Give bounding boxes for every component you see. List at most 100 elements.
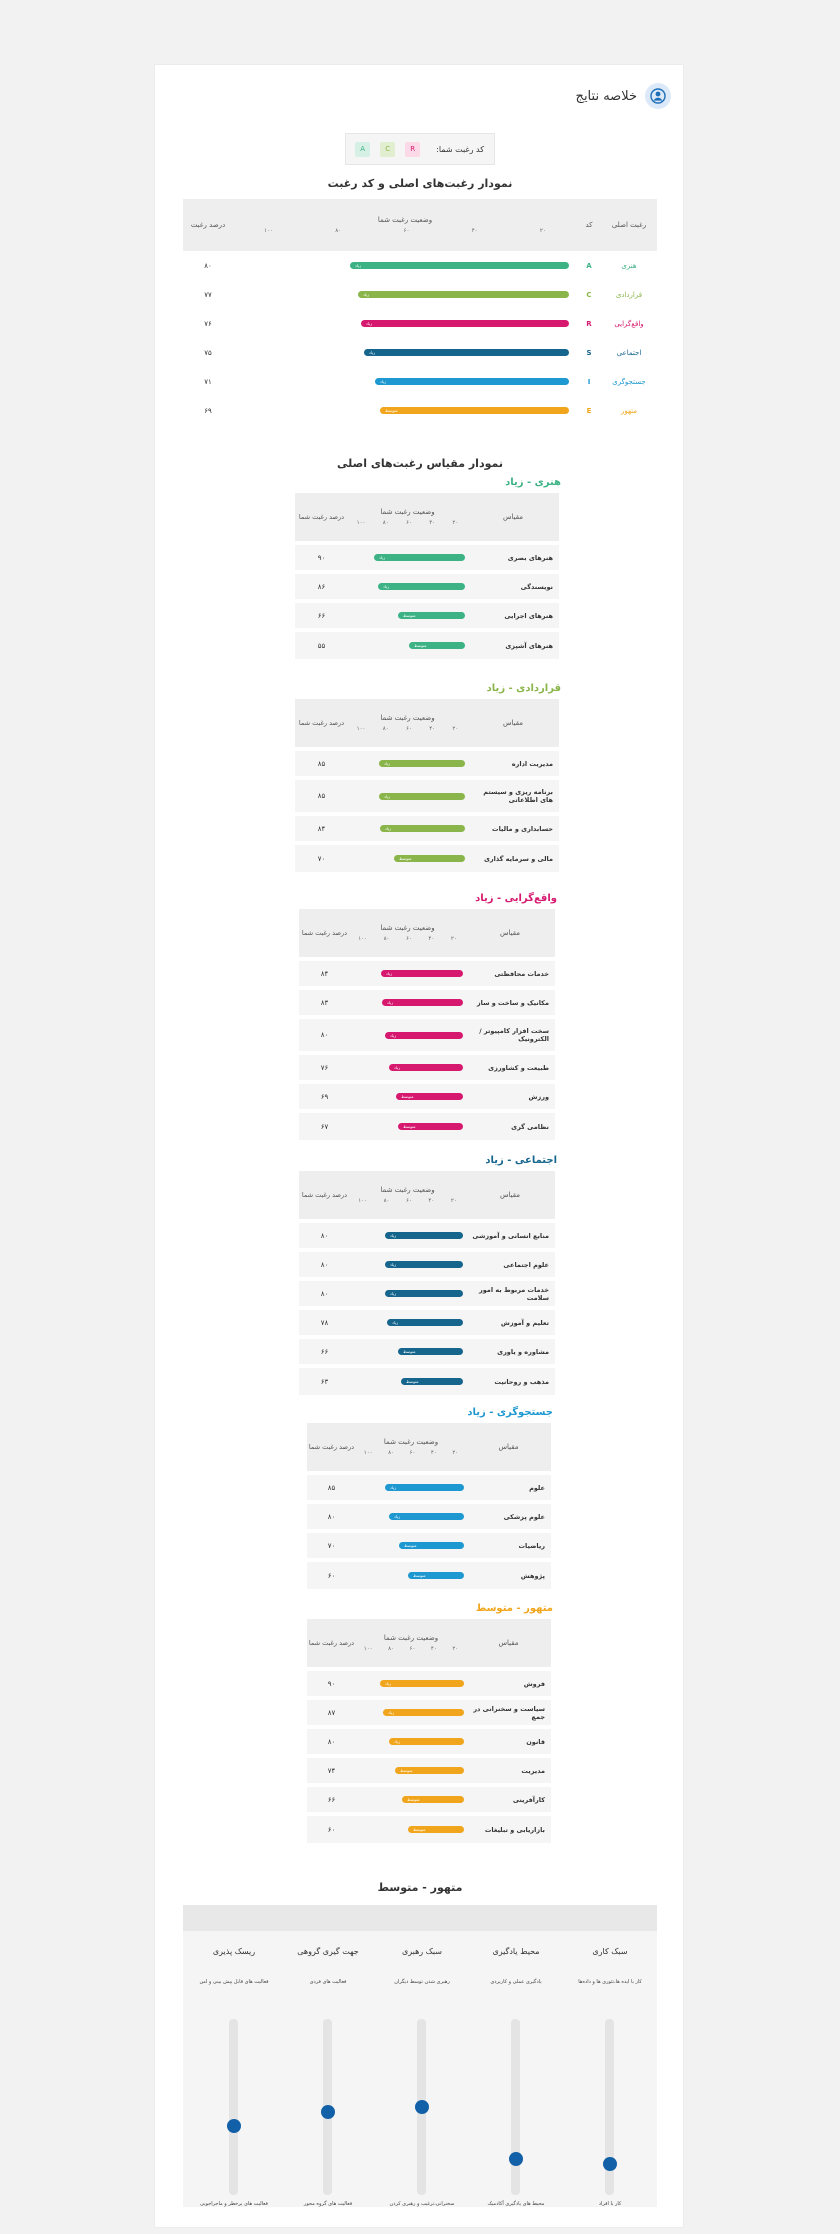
scale-name: نظامی گری xyxy=(465,1111,555,1140)
scale-bar: زیاد xyxy=(385,1484,464,1491)
tick-label: ۱۰۰ xyxy=(363,1646,373,1652)
scale-name: مشاوره و یاوری xyxy=(465,1337,555,1366)
scale-table: مقیاس وضعیت رغبت شما ۱۰۰ ۸۰ ۶۰ ۴۰ ۲۰ درصد رغبت … xyxy=(307,1619,551,1843)
interest-bar-cell: زیاد xyxy=(233,338,577,367)
scale-group-title: جستجوگری - زیاد xyxy=(467,1407,553,1418)
scale-row: علوم پزشکی زیاد ۸۰ xyxy=(307,1502,551,1531)
tick-label: ۲۰ xyxy=(450,936,457,942)
interest-bar-cell: زیاد xyxy=(233,367,577,396)
scale-row: بازاریابی و تبلیغات متوسط ۶۰ xyxy=(307,1814,551,1843)
scale-name: علوم پزشکی xyxy=(466,1502,551,1531)
style-low-label: فعالیت های پرخطر و ماجراجویی xyxy=(200,2201,268,2207)
col-percent-header: درصد رغبت شما xyxy=(299,909,350,959)
bar-level-label: متوسط xyxy=(414,643,427,648)
tick-label: ۲۰ xyxy=(452,1646,459,1652)
tick-label: ۶۰ xyxy=(406,936,412,942)
interest-name: جستجوگری xyxy=(612,377,646,386)
scale-group-title: متهور - متوسط xyxy=(475,1603,553,1614)
scale-name: حسابداری و مالیات xyxy=(467,814,559,843)
bar-level-label: متوسط xyxy=(406,1379,419,1384)
bar-level-label: متوسط xyxy=(413,1573,426,1578)
scale-name: مکانیک و ساخت و ساز xyxy=(465,988,555,1017)
style-high-label: فعالیت های فردی xyxy=(309,1979,347,1985)
col-status-header: وضعیت رغبت شما ۱۰۰ ۸۰ ۶۰ ۴۰ ۲۰ xyxy=(348,493,467,543)
interest-bar: زیاد xyxy=(358,291,569,298)
interest-row: هنری A زیاد ۸۰ xyxy=(183,251,657,280)
scale-bar: زیاد xyxy=(382,999,463,1006)
scale-bar-cell: زیاد xyxy=(348,749,467,778)
interest-bar: متوسط xyxy=(380,407,569,414)
style-column: محیط یادگیری یادگیری عملی و کاربردی محیط ه… xyxy=(469,1931,563,2207)
scale-bar-cell: زیاد xyxy=(348,572,467,601)
tick-label: ۸۰ xyxy=(388,1646,395,1652)
interest-row: اجتماعی S زیاد ۷۵ xyxy=(183,338,657,367)
bar-level-label: زیاد xyxy=(390,1262,397,1267)
scale-name: خدمات مربوط به امور سلامت xyxy=(465,1279,555,1308)
interest-row: قراردادی C زیاد ۷۷ xyxy=(183,280,657,309)
code-letter-r: R xyxy=(405,141,421,157)
bar-level-label: متوسط xyxy=(404,1543,417,1548)
scale-name: سخت افزار کامپیوتر / الکترونیک xyxy=(465,1017,555,1053)
scale-bar-cell: زیاد xyxy=(356,1698,466,1727)
scale-bar-cell: زیاد xyxy=(350,1279,465,1308)
scale-row: کارآفرینی متوسط ۶۶ xyxy=(307,1785,551,1814)
style-marker xyxy=(603,2156,617,2171)
status-ticks: ۱۰۰ ۸۰ ۶۰ ۴۰ ۲۰ xyxy=(356,1450,466,1456)
tick-label: ۴۰ xyxy=(430,1646,437,1652)
scale-name: سیاست و سخنرانی در جمع xyxy=(466,1698,551,1727)
interest-name: واقع‌گرایی xyxy=(614,319,644,328)
tick-label: ۶۰ xyxy=(406,1198,412,1204)
col-status-header: وضعیت رغبت شما ۱۰۰ ۸۰ ۶۰ ۴۰ ۲۰ xyxy=(348,699,467,749)
bar-level-label: متوسط xyxy=(403,1124,416,1129)
tick-label: ۴۰ xyxy=(430,1450,437,1456)
scale-bar: متوسط xyxy=(408,1826,464,1833)
tick-label: ۸۰ xyxy=(382,520,389,526)
interest-bar: زیاد xyxy=(364,349,569,356)
col-percent-header: درصد رغبت شما xyxy=(299,1171,350,1221)
scale-table: مقیاس وضعیت رغبت شما ۱۰۰ ۸۰ ۶۰ ۴۰ ۲۰ درصد رغبت … xyxy=(295,493,559,659)
interest-percent: ۸۰ xyxy=(204,261,212,270)
scale-row: پژوهش متوسط ۶۰ xyxy=(307,1560,551,1589)
scale-bar: زیاد xyxy=(385,1232,463,1239)
status-ticks: ۱۰۰ ۸۰ ۶۰ ۴۰ ۲۰ xyxy=(348,726,467,732)
scale-row: ریاضیات متوسط ۷۰ xyxy=(307,1531,551,1560)
scale-percent: ۷۰ xyxy=(307,1531,356,1560)
scale-percent: ۹۰ xyxy=(295,543,348,572)
scale-row: ورزش متوسط ۶۹ xyxy=(299,1082,555,1111)
scale-bar: زیاد xyxy=(385,1031,463,1039)
bar-level-label: زیاد xyxy=(363,292,370,297)
style-name: سبک کاری xyxy=(592,1947,628,1956)
code-letter-c: C xyxy=(380,141,396,157)
interest-percent: ۷۷ xyxy=(204,290,212,299)
scale-percent: ۸۰ xyxy=(299,1279,350,1308)
scale-row: هنرهای بصری زیاد ۹۰ xyxy=(295,543,559,572)
scale-percent: ۷۰ xyxy=(295,843,348,872)
scale-name: هنرهای آشپزی xyxy=(467,630,559,659)
scale-bar: زیاد xyxy=(389,1064,463,1071)
tick-label: ۲۰ xyxy=(452,520,459,526)
scale-bar-cell: متوسط xyxy=(348,843,467,872)
tick-label: ۶۰ xyxy=(406,520,412,526)
scale-bar-cell: زیاد xyxy=(350,988,465,1017)
bar-level-label: متوسط xyxy=(401,1094,414,1099)
scale-bar: متوسط xyxy=(399,1542,464,1549)
status-ticks: ۱۰۰ ۸۰ ۶۰ ۴۰ ۲۰ xyxy=(348,520,467,526)
scale-bar-cell: متوسط xyxy=(350,1082,465,1111)
interest-name: قراردادی xyxy=(615,290,643,299)
scale-bar-cell: متوسط xyxy=(356,1531,466,1560)
scale-row: مشاوره و یاوری متوسط ۶۶ xyxy=(299,1337,555,1366)
interest-bar-cell: متوسط xyxy=(233,396,577,425)
style-track xyxy=(511,2019,520,2195)
interest-code: R xyxy=(586,319,592,328)
scale-bar: زیاد xyxy=(383,1709,464,1716)
scale-row: مدیریت اداره زیاد ۸۵ xyxy=(295,749,559,778)
bar-level-label: زیاد xyxy=(394,1739,401,1744)
scale-row: خدمات مربوط به امور سلامت زیاد ۸۰ xyxy=(299,1279,555,1308)
scale-bar-cell: زیاد xyxy=(356,1669,466,1698)
col-interest-header: رغبت اصلی xyxy=(601,199,657,251)
scale-bar-cell: متوسط xyxy=(356,1785,466,1814)
scale-percent: ۸۰ xyxy=(299,1250,350,1279)
scale-bar: زیاد xyxy=(387,1319,463,1326)
bar-level-label: زیاد xyxy=(390,1291,397,1296)
scale-table: مقیاس وضعیت رغبت شما ۱۰۰ ۸۰ ۶۰ ۴۰ ۲۰ درصد رغبت … xyxy=(307,1423,551,1589)
